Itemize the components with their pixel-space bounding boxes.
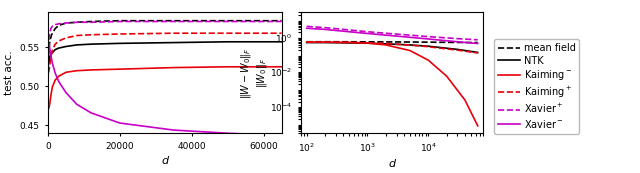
Legend: mean field, NTK, Kaiming$^-$, Kaiming$^+$, Xavier$^+$, Xavier$^-$: mean field, NTK, Kaiming$^-$, Kaiming$^+… xyxy=(495,39,579,134)
Y-axis label: $\|W - W_0\|_F$
$\|W_0\|_F$: $\|W - W_0\|_F$ $\|W_0\|_F$ xyxy=(239,47,269,98)
X-axis label: d: d xyxy=(161,156,168,166)
X-axis label: d: d xyxy=(388,160,396,170)
Y-axis label: test acc.: test acc. xyxy=(4,50,14,95)
